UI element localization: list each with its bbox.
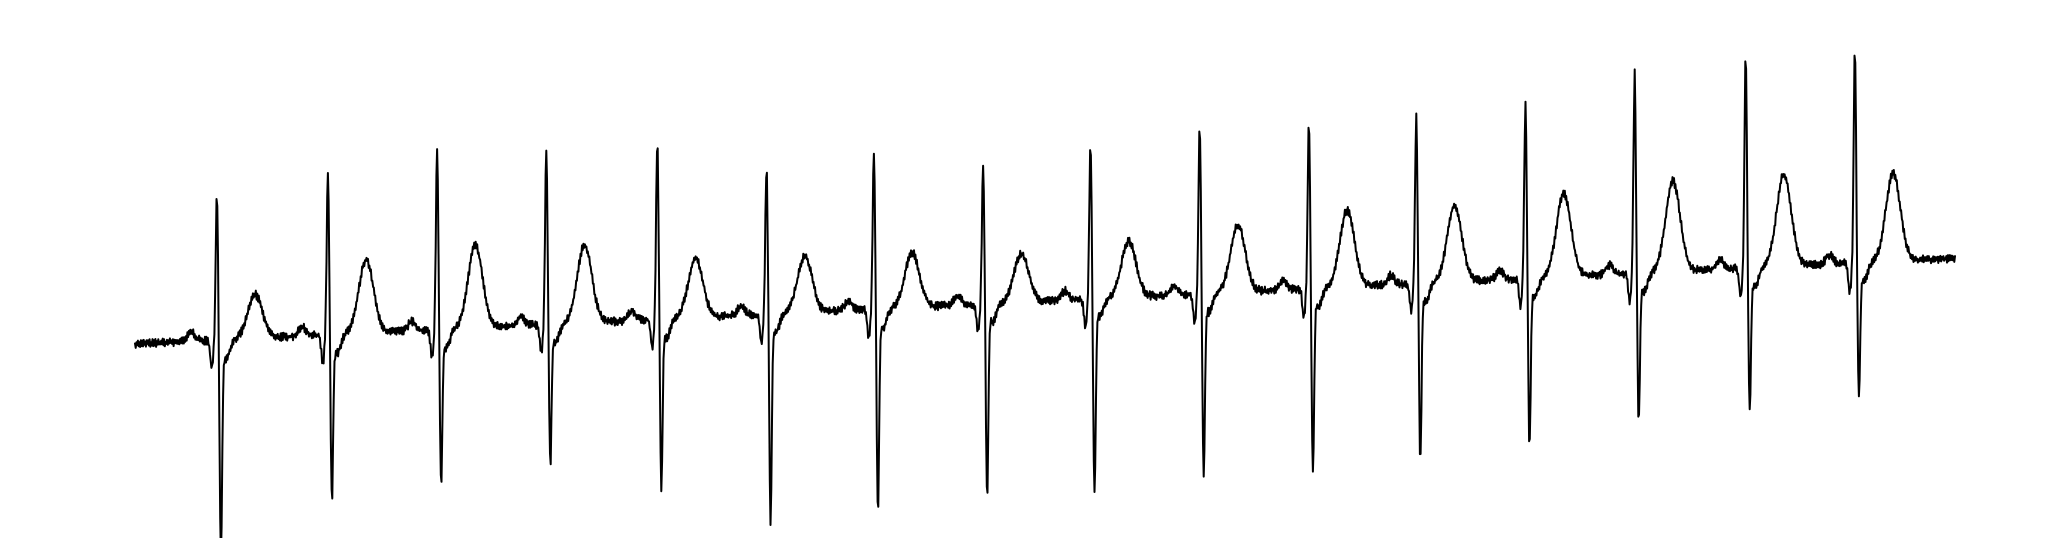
ecg-trace-line [134, 54, 1956, 538]
